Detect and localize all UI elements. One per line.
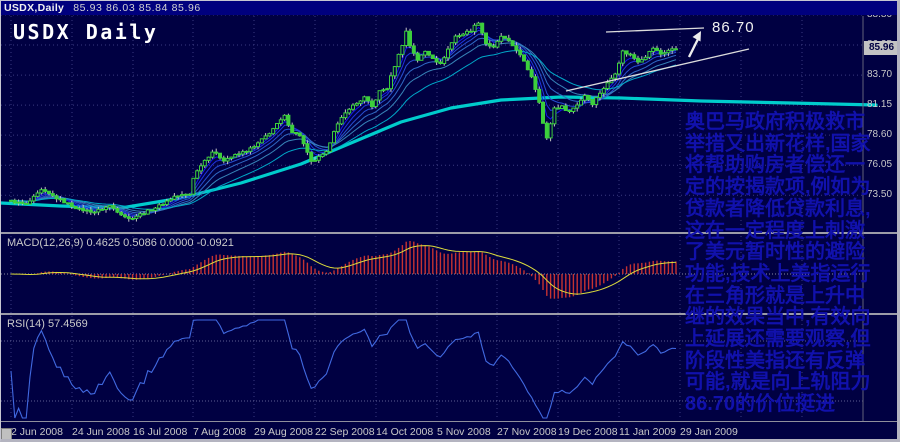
time-axis-label: 27 Nov 2008 — [497, 426, 557, 438]
time-axis-label: 5 Nov 2008 — [437, 426, 491, 438]
price-scale-label: 83.70 — [867, 69, 893, 80]
symbol-watermark: USDX Daily — [13, 20, 159, 44]
price-scale-label: 78.60 — [867, 129, 893, 140]
rsi-indicator-label: RSI(14) 57.4569 — [7, 318, 88, 330]
chart-window-titlebar[interactable]: USDX,Daily 85.93 86.03 85.84 85.96 — [1, 1, 897, 15]
time-axis-label: 7 Aug 2008 — [193, 426, 247, 438]
time-axis-label: 19 Dec 2008 — [558, 426, 618, 438]
axis-separator — [1, 421, 897, 422]
annotation-line: 阶段性美指还有反弹 — [685, 349, 865, 372]
annotation-line: 贷款者降低贷款利息, — [685, 197, 871, 220]
time-axis-label: 22 Sep 2008 — [315, 426, 375, 438]
annotation-line: 定的按揭款项,例如为 — [685, 176, 871, 199]
annotation-line: 可能,就是向上轨阻力 — [685, 371, 871, 394]
annotation-line: 举措又出新花样,国家 — [685, 132, 871, 155]
macd-indicator-label: MACD(12,26,9) 0.4625 0.5086 0.0000 -0.09… — [7, 237, 234, 249]
time-axis-label: 11 Jan 2009 — [619, 426, 677, 438]
panel-separator[interactable] — [1, 232, 898, 234]
titlebar-symbol-period: USDX,Daily — [4, 2, 65, 14]
time-axis-label: 24 Jun 2008 — [72, 426, 130, 438]
annotation-line: 了美元暂时性的避险 — [685, 241, 865, 264]
time-axis-label: 29 Jan 2009 — [680, 426, 738, 438]
time-axis-label: 29 Aug 2008 — [254, 426, 313, 438]
time-axis-label: 16 Jul 2008 — [133, 426, 188, 438]
price-scale-label: 73.50 — [867, 189, 893, 200]
trendline-objects[interactable] — [565, 27, 750, 92]
annotation-line: 86.70的价位挺进 — [685, 393, 836, 416]
axis-corner-box — [1, 428, 12, 439]
annotation-line: 这在一定程度上刺激 — [685, 219, 865, 242]
time-axis-label: 2 Jun 2008 — [11, 426, 63, 438]
price-scale-label: 81.15 — [867, 99, 893, 110]
titlebar-ohlc-quote: 85.93 86.03 85.84 85.96 — [73, 2, 201, 14]
annotation-line: 功能,技术上美指运行 — [685, 262, 871, 285]
annotation-line: 在三角形就是上升中 — [685, 284, 865, 307]
annotation-line: 奥巴马政府积极救市 — [685, 111, 865, 133]
analysis-annotation[interactable]: 奥巴马政府积极救市 举措又出新花样,国家 将帮助购房者偿还一 定的按揭款项,例如为 贷款… — [685, 111, 897, 416]
annotation-line: 上延展还需要观察,但 — [685, 328, 871, 351]
target-price-label[interactable]: 86.70 — [712, 19, 755, 36]
up-arrow-icon[interactable] — [687, 31, 701, 58]
annotation-line: 将帮助购房者偿还一 — [685, 154, 865, 177]
current-price-box: 85.96 — [864, 41, 897, 55]
time-axis-label: 14 Oct 2008 — [376, 426, 434, 438]
panel-separator[interactable] — [1, 313, 898, 315]
annotation-line: 继的效果当中,有效向 — [685, 306, 871, 329]
price-scale-label: 76.05 — [867, 159, 893, 170]
